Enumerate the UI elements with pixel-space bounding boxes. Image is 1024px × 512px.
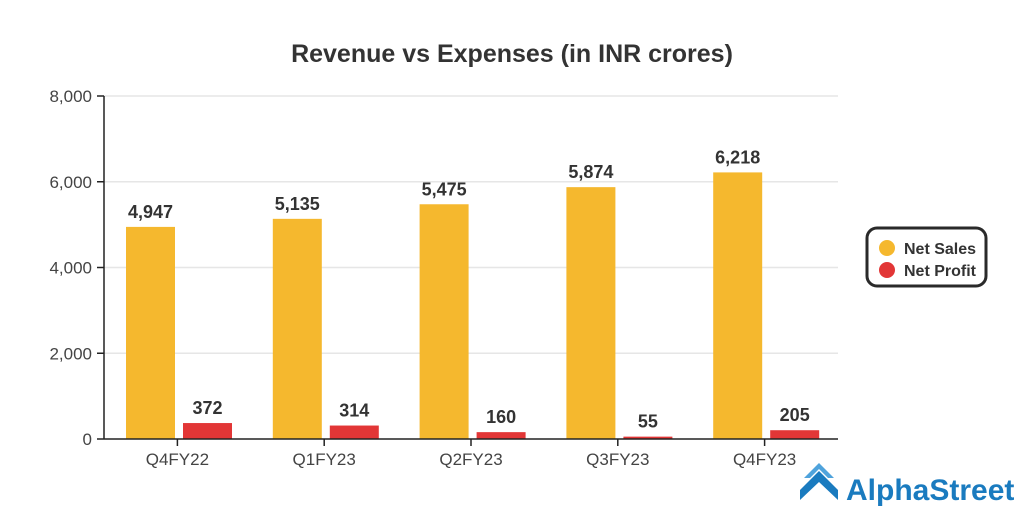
legend-marker-net-sales [879,240,895,256]
x-tick-label: Q3FY23 [586,450,649,469]
y-tick-label: 0 [83,430,92,449]
data-label-net-sales: 5,874 [568,162,613,182]
bar-net-sales [713,172,763,439]
logo-text: AlphaStreet [846,474,1014,507]
bar-net-profit [770,430,820,439]
data-label-net-sales: 5,135 [275,194,320,214]
chart-title: Revenue vs Expenses (in INR crores) [291,40,733,68]
data-label-net-sales: 6,218 [715,147,760,167]
data-label-net-profit: 205 [780,405,810,425]
bar-net-sales [126,226,175,439]
data-label-net-sales: 4,947 [128,202,173,222]
bar-net-sales [566,187,616,439]
bar-net-profit [476,432,526,439]
x-tick-label: Q1FY23 [293,450,356,469]
x-tick-label: Q4FY22 [146,450,209,469]
bar-net-profit [183,423,232,439]
bar-net-profit [329,425,379,439]
y-tick-label: 6,000 [49,173,92,192]
data-label-net-profit: 160 [486,407,516,427]
bar-net-profit [623,436,673,439]
legend-marker-net-profit [879,262,895,278]
legend-box [865,226,988,288]
bar-net-sales [272,218,322,439]
bar-net-sales [419,204,469,439]
legend: Net Sales Net Profit [865,226,988,288]
y-tick-label: 2,000 [49,344,92,363]
data-label-net-profit: 314 [339,401,369,421]
data-label-net-sales: 5,475 [422,179,467,199]
data-label-net-profit: 55 [638,412,658,432]
data-label-net-profit: 372 [192,398,222,418]
y-tick-label: 4,000 [49,259,92,278]
alphastreet-logo: AlphaStreet [800,463,1014,507]
y-tick-label: 8,000 [49,87,92,106]
legend-label-net-sales: Net Sales [904,241,976,258]
logo-chevron-icon [800,463,838,500]
x-tick-label: Q4FY23 [733,450,796,469]
legend-label-net-profit: Net Profit [904,263,977,280]
x-tick-label: Q2FY23 [439,450,502,469]
